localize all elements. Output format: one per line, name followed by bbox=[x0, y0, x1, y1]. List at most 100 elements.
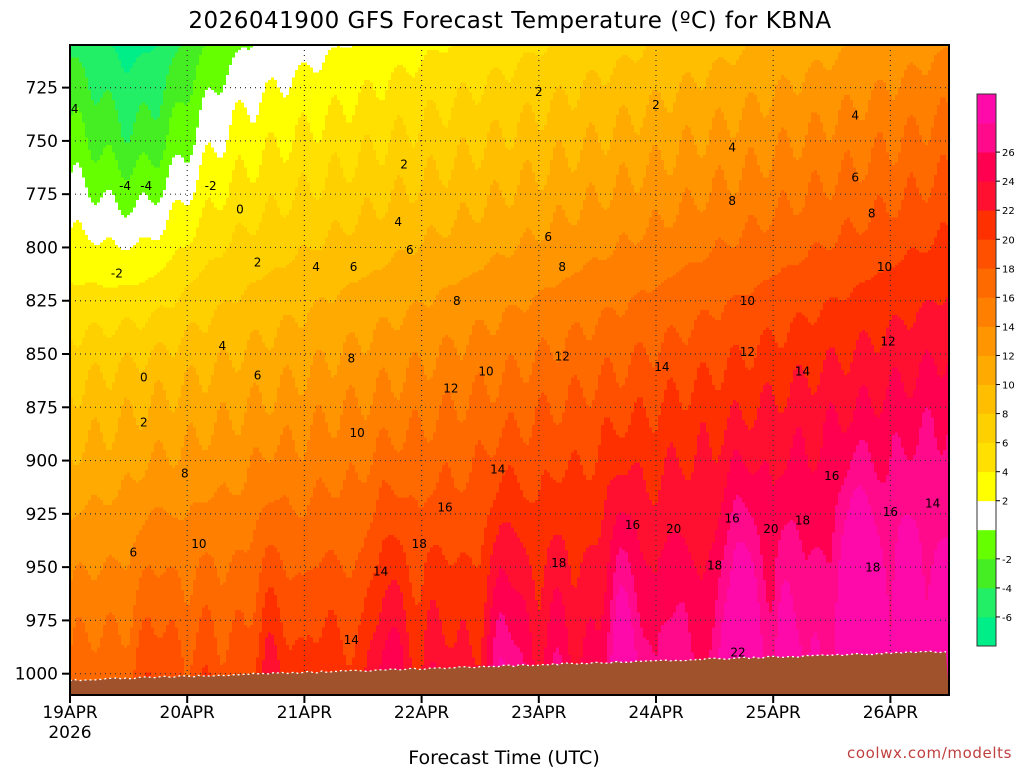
temperature-band-cell bbox=[913, 177, 917, 249]
temperature-band-cell bbox=[841, 432, 845, 486]
temperature-band-cell bbox=[82, 565, 86, 624]
temperature-band-cell bbox=[217, 410, 221, 489]
temperature-band-cell bbox=[232, 430, 236, 496]
temperature-band-cell bbox=[319, 477, 323, 564]
temperature-band-cell bbox=[217, 45, 221, 96]
temperature-band-cell bbox=[235, 225, 239, 304]
temperature-band-cell bbox=[469, 215, 473, 276]
temperature-band-cell bbox=[85, 505, 89, 571]
temperature-band-cell bbox=[766, 115, 770, 179]
temperature-band-cell bbox=[511, 527, 515, 589]
temperature-band-cell bbox=[628, 302, 632, 366]
temperature-band-cell bbox=[811, 62, 815, 114]
temperature-band-cell bbox=[265, 592, 269, 639]
temperature-band-cell bbox=[565, 45, 569, 96]
temperature-band-cell bbox=[343, 115, 347, 179]
temperature-band-cell bbox=[535, 407, 539, 501]
contour-label: 6 bbox=[851, 170, 859, 184]
temperature-band-cell bbox=[496, 330, 500, 399]
temperature-band-cell bbox=[220, 157, 224, 211]
temperature-band-cell bbox=[388, 202, 392, 264]
temperature-band-cell bbox=[433, 370, 437, 434]
temperature-band-cell bbox=[214, 567, 218, 639]
temperature-band-cell bbox=[685, 410, 689, 481]
temperature-band-cell bbox=[541, 290, 545, 339]
colorbar-tick-label: 18 bbox=[1002, 264, 1015, 275]
temperature-band-cell bbox=[796, 160, 800, 216]
temperature-band-cell bbox=[706, 310, 710, 369]
temperature-band-cell bbox=[847, 427, 851, 471]
temperature-band-cell bbox=[352, 465, 356, 571]
temperature-band-cell bbox=[622, 512, 626, 551]
temperature-band-cell bbox=[553, 422, 557, 481]
contour-label: 22 bbox=[730, 646, 745, 660]
temperature-band-cell bbox=[499, 567, 503, 614]
temperature-band-cell bbox=[730, 45, 734, 66]
temperature-band-cell bbox=[310, 637, 314, 695]
temperature-band-cell bbox=[73, 405, 77, 466]
temperature-band-cell bbox=[928, 352, 932, 411]
temperature-band-cell bbox=[577, 380, 581, 456]
temperature-band-cell bbox=[718, 390, 722, 456]
temperature-band-cell bbox=[733, 45, 737, 66]
temperature-band-cell bbox=[604, 417, 608, 501]
temperature-band-cell bbox=[802, 260, 806, 316]
temperature-band-cell bbox=[538, 45, 542, 59]
temperature-band-cell bbox=[916, 527, 920, 695]
temperature-band-cell bbox=[493, 402, 497, 456]
temperature-band-cell bbox=[337, 45, 341, 101]
temperature-band-cell bbox=[706, 367, 710, 434]
temperature-band-cell bbox=[286, 497, 290, 579]
temperature-band-cell bbox=[187, 245, 191, 286]
temperature-band-cell bbox=[649, 500, 653, 569]
temperature-band-cell bbox=[640, 290, 644, 344]
temperature-band-cell bbox=[169, 165, 173, 211]
temperature-band-cell bbox=[76, 465, 80, 516]
pressure-tick-label: 725 bbox=[26, 79, 58, 99]
temperature-band-cell bbox=[787, 397, 791, 461]
temperature-band-cell bbox=[814, 170, 818, 244]
temperature-band-cell bbox=[235, 435, 239, 496]
temperature-band-cell bbox=[205, 145, 209, 201]
temperature-band-cell bbox=[694, 262, 698, 321]
temperature-band-cell bbox=[853, 167, 857, 229]
temperature-band-cell bbox=[451, 227, 455, 286]
temperature-band-cell bbox=[529, 45, 533, 54]
temperature-band-cell bbox=[547, 622, 551, 691]
temperature-band-cell bbox=[697, 575, 701, 686]
temperature-band-cell bbox=[97, 325, 101, 366]
temperature-band-cell bbox=[256, 230, 260, 281]
temperature-band-cell bbox=[787, 45, 791, 81]
temperature-band-cell bbox=[445, 237, 449, 289]
temperature-band-cell bbox=[136, 45, 140, 59]
temperature-band-cell bbox=[442, 45, 446, 54]
temperature-band-cell bbox=[211, 260, 215, 319]
temperature-band-cell bbox=[523, 547, 527, 601]
pressure-tick-label: 800 bbox=[26, 238, 58, 258]
temperature-band-cell bbox=[70, 520, 74, 581]
temperature-band-cell bbox=[562, 605, 566, 676]
temperature-band-cell bbox=[829, 200, 833, 251]
temperature-band-cell bbox=[316, 200, 320, 251]
temperature-band-cell bbox=[880, 197, 884, 274]
temperature-band-cell bbox=[709, 192, 713, 254]
temperature-band-cell bbox=[667, 327, 671, 381]
temperature-band-cell bbox=[589, 182, 593, 261]
temperature-band-cell bbox=[226, 572, 230, 651]
temperature-band-cell bbox=[907, 117, 911, 179]
temperature-band-cell bbox=[415, 252, 419, 301]
temperature-band-cell bbox=[829, 347, 833, 404]
temperature-band-cell bbox=[535, 295, 539, 351]
temperature-band-cell bbox=[106, 237, 110, 289]
temperature-band-cell bbox=[385, 317, 389, 374]
temperature-band-cell bbox=[130, 67, 134, 136]
temperature-band-cell bbox=[274, 45, 278, 81]
temperature-band-cell bbox=[568, 105, 572, 169]
temperature-band-cell bbox=[916, 125, 920, 189]
temperature-band-cell bbox=[736, 402, 740, 451]
temperature-band-cell bbox=[688, 45, 692, 74]
temperature-band-cell bbox=[727, 190, 731, 246]
temperature-band-cell bbox=[178, 102, 182, 156]
temperature-band-cell bbox=[550, 415, 554, 479]
temperature-band-cell bbox=[814, 322, 818, 394]
